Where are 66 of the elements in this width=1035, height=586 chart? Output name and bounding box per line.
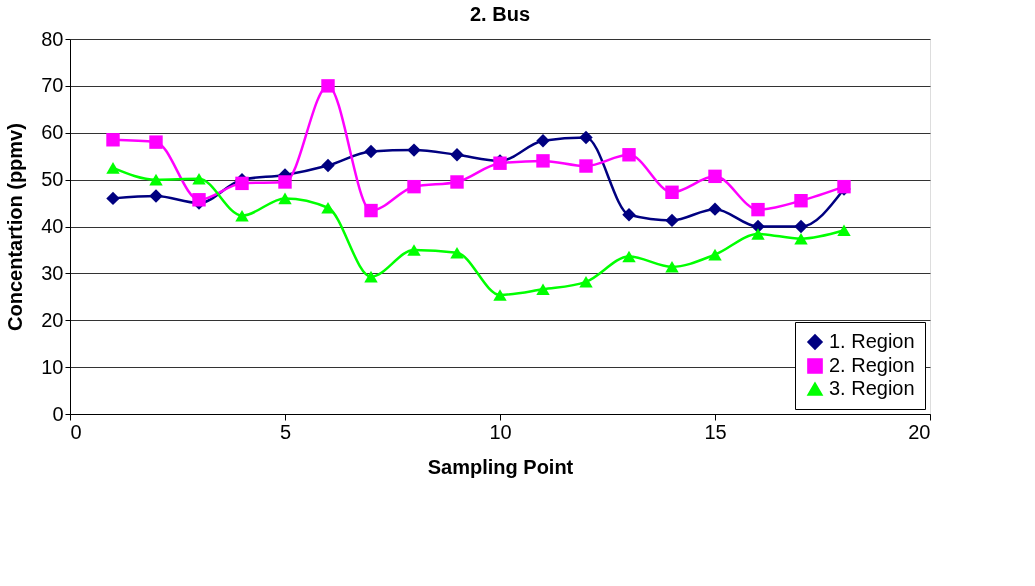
point bbox=[407, 143, 421, 157]
point bbox=[579, 159, 593, 173]
point bbox=[235, 209, 249, 222]
point bbox=[149, 189, 163, 203]
point bbox=[794, 232, 808, 245]
x-tick-label: 0 bbox=[70, 420, 82, 443]
point bbox=[321, 79, 335, 93]
y-tick-label: 80 bbox=[41, 27, 64, 50]
x-axis-title: Sampling Point bbox=[427, 455, 574, 478]
point bbox=[622, 208, 636, 222]
point bbox=[536, 154, 550, 168]
x-tick-label: 5 bbox=[279, 420, 292, 443]
point bbox=[708, 169, 722, 184]
point bbox=[106, 133, 120, 147]
y-axis-title: Concentartion (ppmv) bbox=[4, 123, 27, 331]
y-tick-label: 50 bbox=[41, 168, 64, 191]
point bbox=[407, 244, 421, 256]
point bbox=[192, 172, 206, 185]
point bbox=[149, 173, 163, 186]
point bbox=[794, 194, 808, 208]
point bbox=[106, 191, 120, 206]
point bbox=[708, 202, 722, 216]
y-tick-label: 60 bbox=[41, 121, 64, 144]
point bbox=[235, 176, 249, 191]
point bbox=[106, 162, 120, 174]
chart-title: 2. Bus bbox=[469, 3, 531, 25]
point bbox=[450, 246, 464, 259]
point bbox=[665, 213, 679, 228]
legend-label: 3. Region bbox=[829, 377, 915, 399]
point bbox=[708, 248, 722, 261]
point bbox=[364, 144, 378, 159]
point bbox=[321, 158, 335, 173]
y-tick-label: 10 bbox=[41, 355, 64, 378]
point bbox=[579, 276, 593, 288]
point bbox=[364, 270, 378, 283]
point bbox=[536, 134, 550, 148]
point bbox=[622, 250, 636, 263]
x-tick-label: 15 bbox=[704, 420, 727, 443]
point bbox=[450, 175, 464, 189]
point bbox=[407, 179, 421, 194]
legend-label: 1. Region bbox=[829, 330, 915, 352]
point bbox=[278, 192, 292, 205]
point bbox=[579, 130, 593, 145]
point bbox=[536, 283, 550, 296]
point bbox=[794, 219, 808, 234]
y-tick-label: 30 bbox=[41, 261, 64, 284]
point bbox=[751, 228, 765, 240]
point bbox=[751, 202, 765, 217]
point bbox=[622, 148, 636, 162]
point bbox=[751, 219, 765, 234]
x-tick-label: 20 bbox=[908, 420, 931, 443]
y-tick-label: 40 bbox=[41, 215, 64, 237]
point bbox=[364, 203, 378, 218]
x-tick-label: 10 bbox=[489, 420, 512, 443]
point bbox=[665, 261, 679, 273]
point bbox=[837, 224, 851, 237]
point bbox=[149, 135, 163, 149]
legend-label: 2. Region bbox=[829, 354, 915, 376]
y-tick-label: 0 bbox=[52, 402, 64, 425]
point bbox=[321, 201, 335, 214]
point bbox=[450, 148, 464, 162]
y-tick-label: 20 bbox=[41, 308, 64, 331]
point bbox=[665, 185, 679, 199]
y-tick-label: 70 bbox=[41, 74, 64, 97]
point bbox=[493, 289, 507, 301]
point bbox=[278, 175, 292, 189]
